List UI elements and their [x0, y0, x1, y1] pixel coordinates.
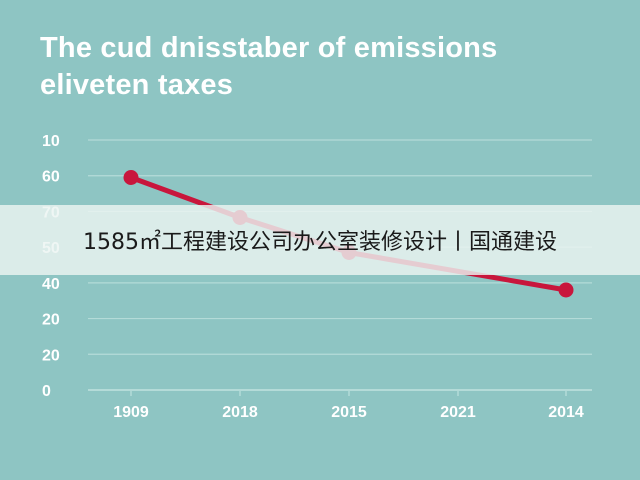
- y-tick-label: 20: [42, 312, 60, 329]
- x-axis-ticks: 1909 2018 2015 2021 2014: [113, 390, 584, 421]
- x-tick-label: 2014: [548, 404, 584, 421]
- y-tick-label: 60: [42, 169, 60, 186]
- data-point: [123, 170, 139, 185]
- data-point: [558, 282, 574, 298]
- y-tick-label: 20: [42, 347, 60, 364]
- y-tick-label: 40: [42, 276, 60, 293]
- x-tick-label: 2018: [222, 404, 258, 421]
- chart-title: The cud dnisstaber of emissions eliveten…: [40, 30, 620, 104]
- x-tick-label: 2021: [440, 404, 476, 421]
- chart-title-line-2: eliveten taxes: [40, 69, 234, 101]
- x-tick-label: 1909: [113, 404, 149, 421]
- y-tick-label: 0: [42, 383, 51, 400]
- chart-title-line-1: The cud dnisstaber of emissions: [40, 32, 498, 64]
- banner-text: 1585㎡工程建设公司办公室装修设计丨国通建设: [83, 230, 557, 255]
- overlay-banner: 1585㎡工程建设公司办公室装修设计丨国通建设: [0, 205, 640, 275]
- x-tick-label: 2015: [331, 404, 367, 421]
- y-tick-label: 10: [42, 133, 60, 150]
